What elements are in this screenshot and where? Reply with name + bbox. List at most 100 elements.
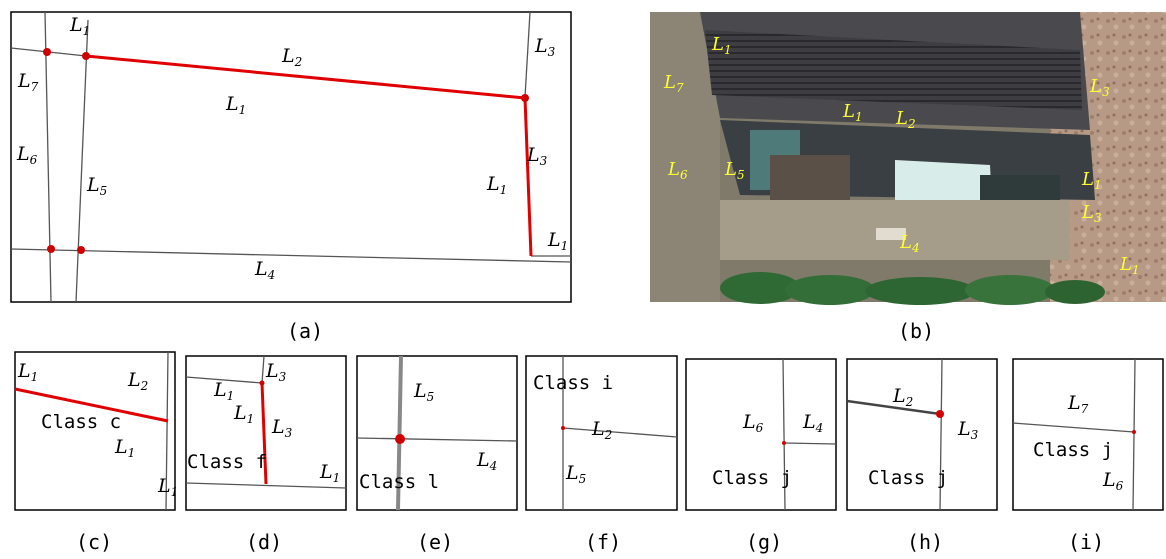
caption-i: (i) (1068, 530, 1104, 554)
label: L1 (17, 360, 38, 384)
white-roof (895, 160, 992, 205)
tree (1045, 280, 1105, 304)
label-subscript: 1 (855, 110, 863, 124)
panel-b: L1 L7 L3 L1 L2 L6 L5 L1 L3 L4 L1 (b) (650, 12, 1166, 343)
building-roof (705, 30, 1082, 110)
label: L5 (413, 380, 434, 404)
node (395, 434, 405, 444)
label-subscript: 3 (971, 428, 979, 442)
panel-g: L6 L4 Class j (g) (685, 358, 837, 554)
line (165, 351, 169, 511)
label: L1 (319, 461, 340, 485)
node (782, 441, 786, 445)
class-label: Class f (187, 451, 267, 473)
panel-d: L3 L1 L1 L3 Class f L1 (d) (185, 355, 347, 554)
label: L1 (213, 379, 234, 403)
line (185, 482, 347, 489)
label-subscript: 1 (1094, 178, 1102, 192)
caption-f: (f) (585, 530, 621, 554)
node (47, 245, 55, 253)
label-subscript: 1 (561, 239, 569, 253)
small-structure (876, 228, 906, 240)
label-subscript: 6 (680, 168, 688, 182)
tree (720, 272, 800, 304)
tree (785, 275, 875, 305)
label: L6 (667, 159, 688, 182)
label: L1 (1119, 254, 1140, 277)
label: L7 (1067, 392, 1089, 416)
node (43, 48, 51, 56)
label-subscript: 3 (548, 45, 556, 59)
line (782, 358, 786, 511)
class-label: Class c (41, 411, 121, 433)
node (1132, 430, 1136, 434)
node (259, 380, 265, 386)
label: L6 (742, 411, 764, 435)
label: L4 (899, 232, 920, 255)
line (261, 355, 265, 384)
panel-c-frame (14, 351, 176, 511)
label-subscript: 6 (30, 153, 38, 167)
label: L6 (1102, 469, 1124, 493)
label: L3 (265, 360, 287, 384)
caption-h: (h) (907, 530, 943, 554)
label-subscript: 7 (1081, 402, 1089, 416)
panel-e-frame (356, 355, 518, 511)
label-subscript: 7 (676, 81, 684, 95)
panel-h-frame (846, 358, 998, 511)
label: L1 (486, 173, 507, 197)
label-subscript: 3 (540, 154, 548, 168)
label-subscript: 4 (815, 421, 824, 435)
label-subscript: 1 (171, 485, 179, 499)
label-subscript: 2 (907, 117, 916, 131)
panel-i-frame (1012, 358, 1164, 511)
label: L5 (86, 174, 107, 198)
label: L3 (1081, 202, 1102, 225)
caption-g: (g) (746, 530, 782, 554)
label: L7 (17, 70, 39, 94)
caption-b: (b) (898, 319, 934, 343)
label: L2 (127, 369, 148, 393)
label: L4 (802, 411, 823, 435)
label: L7 (663, 72, 684, 95)
label: L1 (1081, 169, 1102, 192)
label-subscript: 1 (500, 183, 508, 197)
label: L1 (225, 93, 246, 117)
label-subscript: 2 (905, 395, 914, 409)
label: L2 (591, 418, 612, 442)
label-subscript: 5 (427, 390, 435, 404)
label: L4 (254, 258, 275, 282)
panel-h: L2 L3 Class j (h) (846, 358, 998, 554)
label-subscript: 1 (128, 446, 136, 460)
panel-c: L1 L2 Class c L1 L1 (c) (14, 351, 179, 554)
label: L1 (233, 402, 254, 426)
panel-g-frame (685, 358, 837, 511)
class-label: Class j (712, 467, 792, 489)
label-subscript: 1 (31, 370, 39, 384)
label: L1 (842, 101, 863, 124)
brown-roof (770, 155, 850, 200)
class-label: Class i (533, 372, 613, 394)
label: L3 (957, 418, 979, 442)
label: L1 (547, 229, 568, 253)
line (939, 358, 943, 511)
label-subscript: 3 (1102, 85, 1110, 99)
node (82, 52, 90, 60)
thick-line (846, 399, 941, 416)
label-subscript: 6 (1116, 479, 1124, 493)
label-subscript: 1 (333, 471, 341, 485)
label-subscript: 3 (285, 426, 293, 440)
caption-e: (e) (417, 530, 453, 554)
class-label: Class j (868, 467, 948, 489)
label: L2 (892, 385, 913, 409)
label-subscript: 1 (1132, 263, 1140, 277)
label-subscript: 5 (737, 168, 745, 182)
red-line-l2 (85, 54, 526, 100)
panel-a: L1 L2 L3 L7 L1 L6 L5 L3 L1 L1 L4 (a) (10, 11, 572, 343)
label: L1 (114, 436, 135, 460)
label: L2 (895, 108, 916, 131)
label-subscript: 4 (911, 241, 920, 255)
label-subscript: 1 (83, 24, 91, 38)
label-subscript: 2 (604, 428, 613, 442)
